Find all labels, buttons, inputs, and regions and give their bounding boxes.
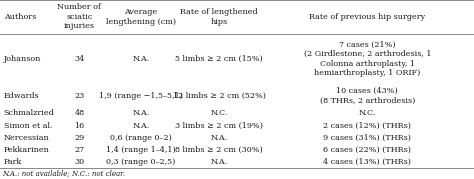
Text: Pekkarinen: Pekkarinen — [4, 146, 50, 154]
Text: Simon et al.: Simon et al. — [4, 122, 52, 130]
Text: 16: 16 — [74, 122, 84, 130]
Text: Schmalzried: Schmalzried — [4, 109, 55, 117]
Text: Number of
sciatic
injuries: Number of sciatic injuries — [57, 3, 101, 30]
Text: 2 cases (12%) (THRs): 2 cases (12%) (THRs) — [323, 122, 411, 130]
Text: 10 cases (43%)
(8 THRs, 2 arthrodesis): 10 cases (43%) (8 THRs, 2 arthrodesis) — [319, 87, 415, 105]
Text: 1,9 (range −1,5–5,1): 1,9 (range −1,5–5,1) — [99, 92, 183, 100]
Text: N.A.: N.A. — [132, 55, 150, 63]
Text: 0,3 (range 0–2,5): 0,3 (range 0–2,5) — [106, 158, 176, 166]
Text: Edwards: Edwards — [4, 92, 39, 100]
Text: N.A.: N.A. — [132, 109, 150, 117]
Text: N.A.: N.A. — [132, 122, 150, 130]
Text: 27: 27 — [74, 146, 84, 154]
Text: Authors: Authors — [4, 13, 36, 21]
Text: N.A.: N.A. — [210, 134, 228, 142]
Text: Park: Park — [4, 158, 22, 166]
Text: N.C.: N.C. — [210, 109, 228, 117]
Text: 29: 29 — [74, 134, 84, 142]
Text: N.A.: N.A. — [210, 158, 228, 166]
Text: N.C.: N.C. — [359, 109, 376, 117]
Text: 5 limbs ≥ 2 cm (15%): 5 limbs ≥ 2 cm (15%) — [175, 55, 263, 63]
Text: Nercessian: Nercessian — [4, 134, 50, 142]
Text: 4 cases (13%) (THRs): 4 cases (13%) (THRs) — [323, 158, 411, 166]
Text: Johanson: Johanson — [4, 55, 41, 63]
Text: 34: 34 — [74, 55, 84, 63]
Text: 3 limbs ≥ 2 cm (19%): 3 limbs ≥ 2 cm (19%) — [175, 122, 263, 130]
Text: 6 cases (22%) (THRs): 6 cases (22%) (THRs) — [323, 146, 411, 154]
Text: 8 limbs ≥ 2 cm (30%): 8 limbs ≥ 2 cm (30%) — [175, 146, 263, 154]
Text: Rate of lengthened
hips: Rate of lengthened hips — [181, 8, 258, 26]
Text: 1,4 (range 1–4,1): 1,4 (range 1–4,1) — [106, 146, 176, 154]
Text: 7 cases (21%)
(2 Girdlestone, 2 arthrodesis, 1
Colonna arthroplasty, 1
hemiarthr: 7 cases (21%) (2 Girdlestone, 2 arthrode… — [304, 41, 431, 77]
Text: 30: 30 — [74, 158, 84, 166]
Text: 48: 48 — [74, 109, 84, 117]
Text: 12 limbs ≥ 2 cm (52%): 12 limbs ≥ 2 cm (52%) — [173, 92, 266, 100]
Text: Average
lengthening (cm): Average lengthening (cm) — [106, 8, 176, 26]
Text: 9 cases (31%) (THRs): 9 cases (31%) (THRs) — [323, 134, 411, 142]
Text: N.A.: not available; N.C.: not clear.: N.A.: not available; N.C.: not clear. — [2, 170, 125, 177]
Text: Rate of previous hip surgery: Rate of previous hip surgery — [310, 13, 425, 21]
Text: 0,6 (range 0–2): 0,6 (range 0–2) — [110, 134, 172, 142]
Text: 23: 23 — [74, 92, 84, 100]
